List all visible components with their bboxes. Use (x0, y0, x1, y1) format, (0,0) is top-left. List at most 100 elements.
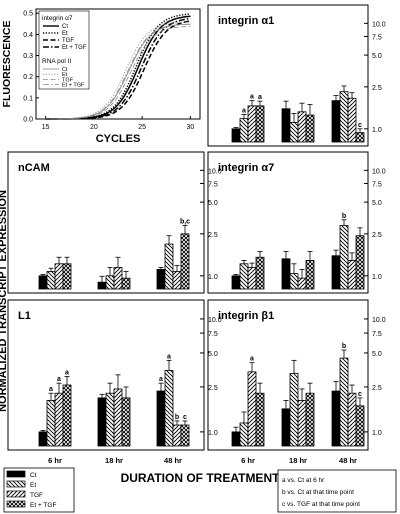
panel-1-bar-1-3 (121, 277, 131, 290)
panel-0-bar-2-0 (331, 100, 341, 143)
amplification-legend-label-a-3: Et + TGF (62, 45, 87, 51)
amplification-legend-label-b-0: Ct (62, 67, 68, 73)
panel-2-bar-2-3 (355, 235, 365, 290)
panel-2-bar-0-0 (231, 275, 241, 290)
panel-1-bar-2-1 (164, 243, 174, 290)
significance-legend-item-1: b vs. Ct at that time point (282, 489, 354, 496)
panel-3-sig-label-0-1: a (49, 386, 53, 393)
panel-3-bar-2-3 (180, 424, 190, 447)
panel-4 (207, 299, 369, 451)
panel-3-sig-label-2-3: c (183, 414, 187, 421)
amplification-legend-title-1: integrin α7 (42, 15, 73, 22)
panel-4-bar-2-0 (331, 390, 341, 447)
panel-3-bar-2-2 (172, 424, 182, 447)
amplification-ytick-label: 0.2 (23, 74, 33, 81)
panel-3-title: L1 (18, 310, 31, 322)
panel-1-bar-2-0 (156, 269, 166, 290)
panel-1-bar-0-3 (62, 263, 72, 290)
panel-3-ytick-label: 7.5 (208, 331, 218, 338)
panel-0-bar-1-0 (281, 108, 291, 143)
amplification-legend-label-a-1: Et (62, 31, 68, 37)
panel-2-frame (207, 151, 369, 294)
panel-3-frame (7, 299, 205, 451)
panel-3-bar-2-1 (164, 370, 174, 447)
panel-3-ytick-label: 5.0 (208, 351, 218, 358)
panel-3-bar-0-3 (62, 384, 72, 447)
panel-0-sig-label-0-2: a (250, 94, 254, 101)
panel-4-sig-label-2-3: c (358, 391, 362, 398)
amplification-curve-5 (45, 21, 191, 120)
amplification-xtick-label: 30 (186, 124, 194, 131)
panel-1-bar-0-0 (38, 275, 48, 290)
significance-legend (277, 469, 397, 513)
series-legend-label-2: TGF (30, 492, 43, 499)
series-legend-label-3: Et + TGF (30, 502, 56, 509)
panel-0-ytick-label: 10.0 (372, 21, 386, 28)
panel-0-bar-2-1 (339, 91, 349, 143)
panel-0-sig-label-0-3: a (258, 94, 262, 101)
series-legend-swatch-3 (6, 500, 26, 508)
panel-0-frame (207, 4, 369, 147)
panel-1-ytick-label: 7.5 (208, 182, 218, 189)
panel-3-bar-0-0 (38, 431, 48, 447)
panel-0-ytick-label: 5.0 (372, 53, 382, 60)
panel-3-ytick-label: 1.0 (208, 430, 218, 437)
panel-4-bar-0-3 (255, 392, 265, 447)
amplification-xtick-label: 15 (42, 124, 50, 131)
panel-2-bar-1-3 (305, 260, 315, 290)
panel-2-ytick-label: 10.0 (372, 168, 386, 175)
panel-0-bar-2-3 (355, 132, 365, 143)
amplification-curve-1 (45, 13, 191, 120)
amplification-ytick-label: 0.0 (23, 117, 33, 124)
amplification-xtick-label: 20 (90, 124, 98, 131)
amplification-xlabel: CYCLES (96, 133, 141, 145)
series-legend-swatch-1 (6, 480, 26, 488)
amplification-legend-label-b-3: Et + TGF (62, 83, 85, 89)
panel-3-xtick-label-2: 48 hr (164, 456, 182, 465)
panel-2-ytick-label: 1.0 (372, 274, 382, 281)
amplification-legend-label-a-2: TGF (62, 38, 74, 44)
significance-legend-box (277, 469, 397, 513)
panel-1-bar-1-0 (97, 281, 107, 290)
amplification-legend-label-a-0: Ct (62, 24, 68, 30)
panel-4-bar-2-2 (347, 392, 357, 447)
panel-4-bar-1-2 (297, 400, 307, 447)
panel-2-bar-2-2 (347, 260, 357, 290)
series-legend-label-1: Et (30, 482, 36, 489)
panel-2-bar-1-2 (297, 277, 307, 290)
significance-legend-item-2: c vs. TGF at that time point (282, 501, 360, 508)
panel-4-bar-2-1 (339, 357, 349, 447)
panel-0-ytick-label: 2.5 (372, 85, 382, 92)
main-xlabel: DURATION OF TREATMENT (121, 471, 281, 485)
panel-4-ytick-label: 5.0 (372, 351, 382, 358)
panel-2-bar-0-3 (255, 256, 265, 290)
amplification-legend-label-b-1: Et (62, 72, 68, 78)
panel-1-title: nCAM (18, 162, 50, 174)
amplification-ytick-label: 0.4 (23, 32, 33, 39)
panel-2-sig-label-2-1: b (342, 213, 346, 220)
panel-3-sig-label-0-2: a (57, 376, 61, 383)
panel-3-bar-1-2 (113, 388, 123, 447)
panel-2-bar-1-1 (289, 273, 299, 290)
panel-4-bar-0-2 (247, 371, 257, 447)
panel-3-sig-label-0-3: a (65, 369, 69, 376)
panel-3-bar-2-0 (156, 390, 166, 447)
panel-2-ytick-label: 5.0 (372, 200, 382, 207)
panel-0-bar-0-0 (231, 128, 241, 143)
panel-0-bar-1-2 (297, 111, 307, 143)
series-legend-swatch-0 (6, 470, 26, 478)
panel-3-ytick-label: 10.0 (208, 317, 222, 324)
panel-0-bar-2-2 (347, 97, 357, 143)
panel-4-bar-1-1 (289, 372, 299, 447)
panel-4-title: integrin β1 (218, 310, 274, 322)
panel-1-sig-label-2-3: b,c (180, 219, 190, 226)
panel-4-ytick-label: 7.5 (372, 331, 382, 338)
panel-4-xtick-label-1: 18 hr (289, 456, 307, 465)
panel-2-bar-0-2 (247, 267, 257, 290)
panel-3-xtick-label-0: 6 hr (48, 456, 62, 465)
amplification-legend-box (38, 10, 90, 90)
panel-4-bar-2-3 (355, 405, 365, 447)
panel-1-ytick-label: 1.0 (208, 274, 218, 281)
panel-3-bar-0-1 (46, 400, 56, 447)
